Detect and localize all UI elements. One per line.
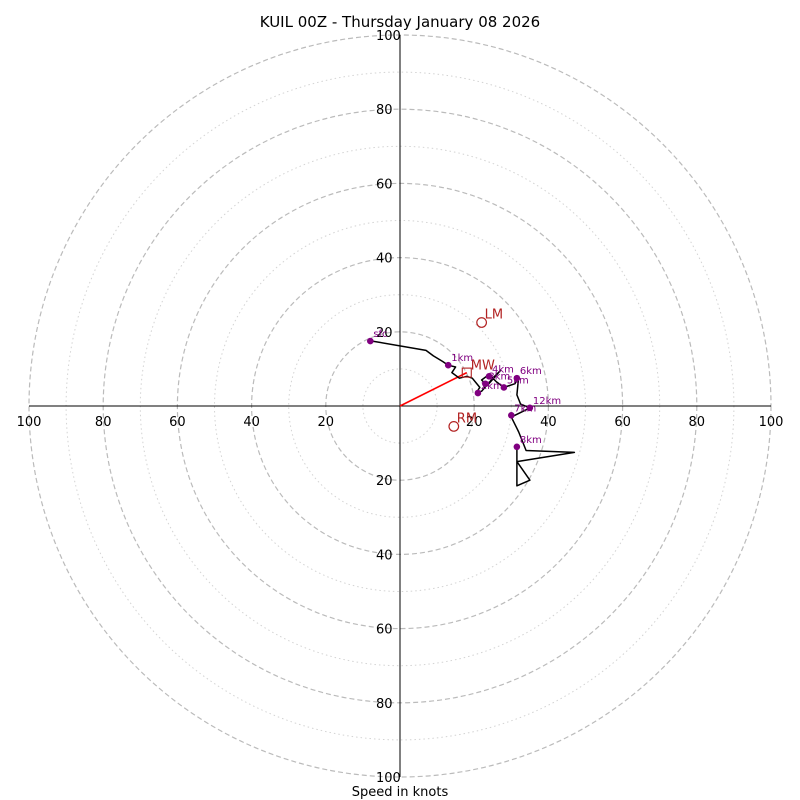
chart-title: KUIL 00Z - Thursday January 08 2026 [260, 13, 540, 31]
height-marker-sfc [367, 337, 374, 345]
x-tick-label: 80 [95, 415, 112, 430]
y-tick-label: 20 [376, 326, 393, 341]
height-label-2km: 2km [481, 381, 503, 392]
axis-ticks: 100 100 100 100 80 80 80 80 60 60 60 60 40 40 40 40 20 20… [17, 29, 784, 786]
x-tick-label: 60 [169, 415, 186, 430]
height-marker-8km [513, 443, 521, 451]
y-tick-label: 40 [376, 252, 393, 267]
height-marker-5km [500, 384, 508, 391]
hodograph-series: 1km2km3km4km5km6km7km8km12kmsfcLMRMMW [367, 308, 576, 487]
y-tick-label: 60 [376, 623, 393, 638]
x-tick-label: 40 [540, 415, 557, 430]
height-label-1km: 1km [451, 353, 473, 364]
height-label-8km: 8km [520, 435, 542, 446]
x-tick-label: 100 [759, 415, 784, 430]
x-tick-label: 20 [466, 415, 483, 430]
y-tick-label: 20 [376, 474, 393, 489]
height-label-6km: 6km [520, 366, 542, 377]
height-marker-12km [526, 404, 534, 412]
storm-motion-label-LM: LM [485, 308, 503, 323]
storm-motion-label-MW: MW [471, 359, 495, 374]
x-axis-label: Speed in knots [352, 785, 449, 800]
height-label-7km: 7km [514, 403, 536, 414]
x-tick-label: 100 [17, 415, 42, 430]
x-tick-label: 60 [614, 415, 631, 430]
height-marker-3km [482, 380, 489, 388]
height-label-sfc: sfc [373, 329, 387, 340]
x-tick-label: 20 [318, 415, 335, 430]
y-tick-label: 40 [376, 548, 393, 563]
y-tick-label: 80 [376, 103, 393, 118]
storm-motion-marker-LM [476, 317, 488, 328]
height-label-12km: 12km [533, 396, 561, 407]
storm-motion-marker-RM [448, 421, 460, 432]
x-tick-label: 40 [243, 415, 260, 430]
storm-motion-marker-MW [461, 367, 472, 378]
hodograph-trace [372, 340, 576, 487]
shear-vector [399, 371, 468, 407]
y-tick-label: 100 [376, 29, 401, 44]
storm-motion-label-RM: RM [457, 411, 477, 426]
height-marker-6km [513, 374, 521, 382]
height-marker-4km [485, 373, 493, 380]
y-tick-label: 100 [376, 771, 401, 786]
y-tick-label: 80 [376, 697, 393, 712]
height-marker-2km [474, 389, 482, 397]
height-marker-1km [444, 361, 452, 369]
height-marker-7km [508, 411, 515, 419]
height-label-4km: 4km [492, 364, 514, 375]
y-tick-label: 60 [376, 177, 393, 192]
x-tick-label: 80 [689, 415, 706, 430]
height-label-3km: 3km [488, 372, 510, 383]
